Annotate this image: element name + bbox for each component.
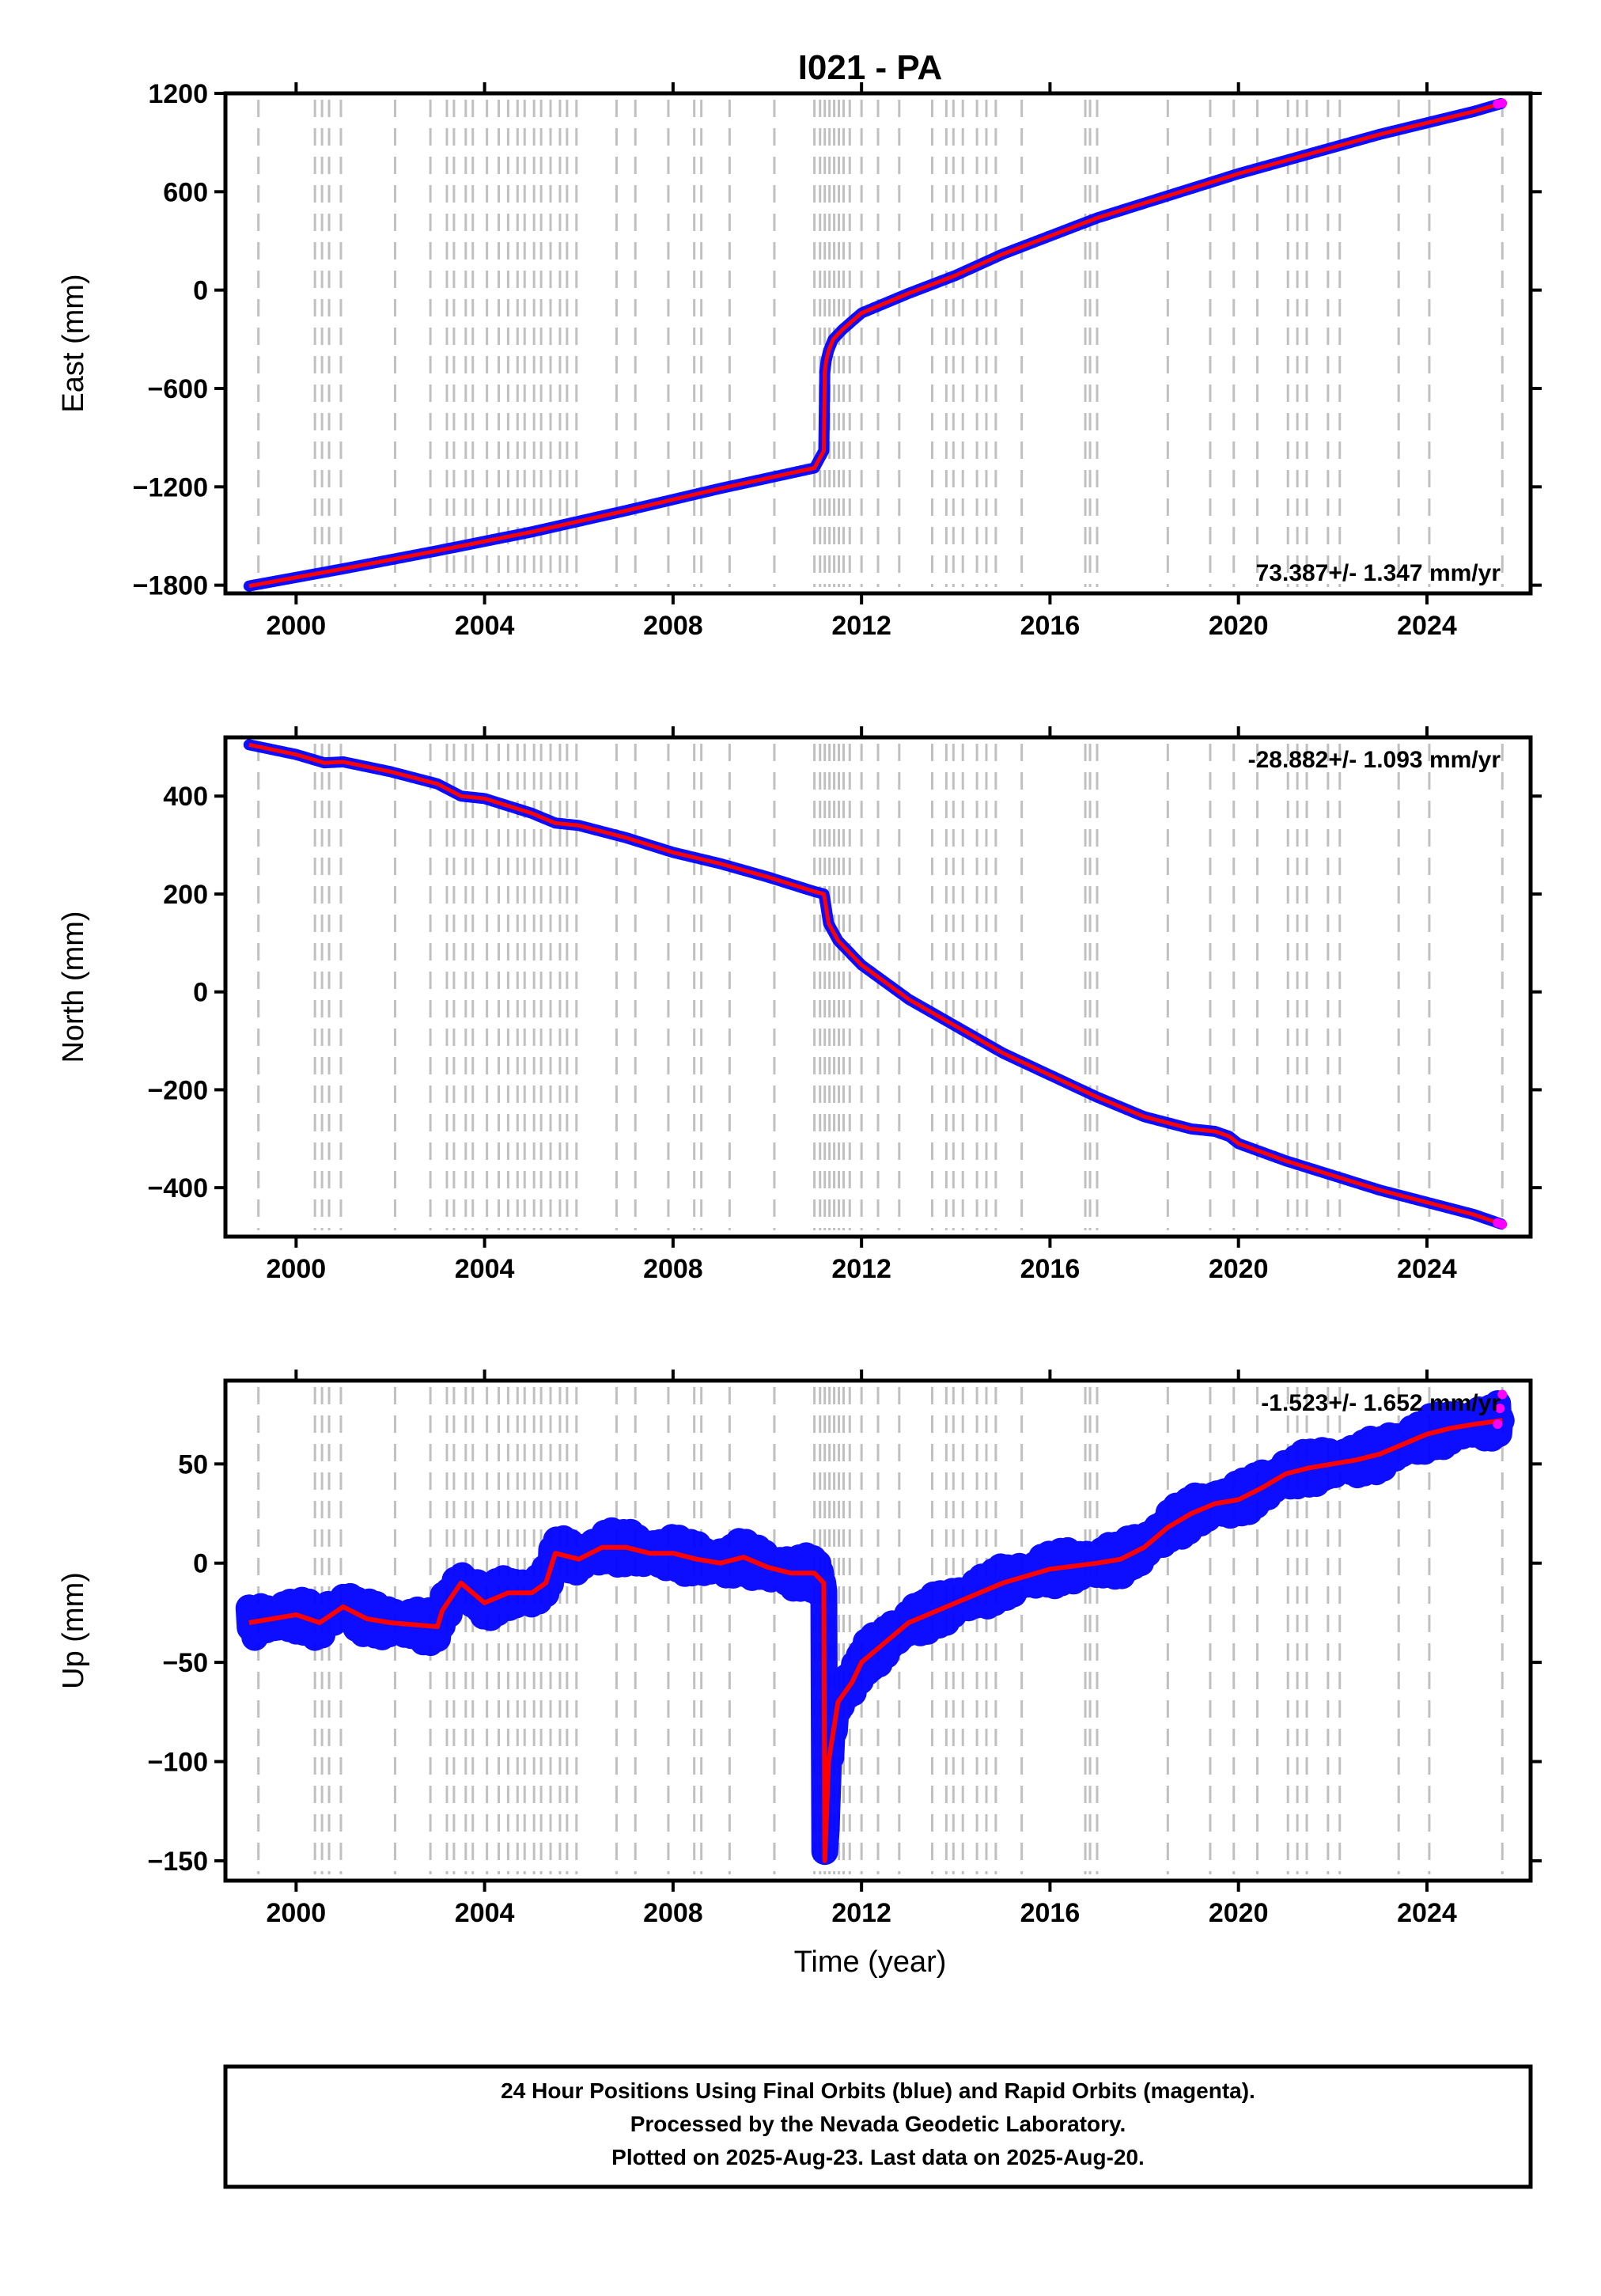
- east-plot-frame: [223, 91, 1533, 596]
- up-x-tick-label: 2000: [267, 1898, 327, 1928]
- up-x-tick-label: 2004: [455, 1898, 515, 1928]
- north-model-line: [248, 742, 1504, 1226]
- north-x-tick-label: 2016: [1020, 1254, 1081, 1284]
- north-x-tick-label: 2004: [455, 1254, 515, 1284]
- east-y-tick-label: −1800: [133, 571, 209, 601]
- east-x-tick-label: 2004: [455, 611, 515, 641]
- east-rapid-orbit-point: [1497, 98, 1508, 108]
- east-x-tick-label: 2016: [1020, 611, 1081, 641]
- up-rapid-orbit-point: [1495, 1404, 1505, 1414]
- up-y-tick-label: −150: [147, 1847, 208, 1877]
- footer-line-3: Plotted on 2025-Aug-23. Last data on 202…: [611, 2145, 1145, 2169]
- up-y-tick-label: −100: [147, 1748, 208, 1778]
- up-x-tick-label: 2012: [831, 1898, 891, 1928]
- east-x-tick-label: 2020: [1209, 611, 1269, 641]
- chart-title: I021 - PA: [798, 48, 943, 87]
- north-y-tick-label: −200: [147, 1075, 208, 1105]
- up-y-tick-label: −50: [162, 1648, 208, 1678]
- up-model-line: [248, 1418, 1503, 1863]
- north-y-tick-label: 200: [163, 880, 208, 910]
- east-y-tick-label: −600: [147, 374, 208, 404]
- up-y-tick-label: 0: [193, 1549, 208, 1579]
- north-x-tick-label: 2000: [267, 1254, 327, 1284]
- north-y-tick-label: 0: [193, 978, 208, 1008]
- north-y-tick-label: 400: [163, 782, 208, 812]
- north-x-tick-label: 2012: [831, 1254, 891, 1284]
- up-panel: 50 0 −50 −100 −150 2000 2004 2008 2012 2016 2020 20…: [57, 1370, 1542, 1928]
- footer-line-1: 24 Hour Positions Using Final Orbits (bl…: [501, 2078, 1255, 2103]
- north-x-tick-label: 2008: [643, 1254, 703, 1284]
- x-axis-label: Time (year): [794, 1946, 947, 1979]
- up-rate-label: -1.523+/- 1.652 mm/yr: [1261, 1390, 1501, 1416]
- up-x-tick-label: 2020: [1209, 1898, 1269, 1928]
- up-x-tick-label: 2016: [1020, 1898, 1081, 1928]
- east-final-orbit-series: [243, 97, 1507, 592]
- east-model-line: [248, 100, 1503, 589]
- east-panel: 1200 600 0 −600 −1200 −1800 2000 2004 2008 2012 20…: [57, 79, 1542, 641]
- footer-line-2: Processed by the Nevada Geodetic Laborat…: [630, 2112, 1126, 2136]
- north-rapid-orbit-point: [1497, 1219, 1508, 1229]
- east-y-tick-label: 600: [163, 177, 208, 207]
- up-rapid-orbit-point: [1497, 1389, 1508, 1400]
- east-x-tick-label: 2012: [831, 611, 891, 641]
- up-y-axis-label: Up (mm): [57, 1572, 90, 1689]
- north-plot-frame: [223, 735, 1533, 1239]
- east-y-tick-label: 0: [193, 276, 208, 306]
- east-y-tick-label: 1200: [148, 79, 208, 109]
- north-y-axis-label: North (mm): [57, 911, 90, 1063]
- east-rate-label: 73.387+/- 1.347 mm/yr: [1256, 560, 1501, 586]
- north-x-tick-label: 2020: [1209, 1254, 1269, 1284]
- east-x-tick-label: 2008: [643, 611, 703, 641]
- up-rapid-orbit-point: [1493, 1419, 1503, 1430]
- up-x-tick-label: 2008: [643, 1898, 703, 1928]
- north-rate-label: -28.882+/- 1.093 mm/yr: [1248, 747, 1501, 773]
- up-x-tick-label: 2024: [1397, 1898, 1457, 1928]
- north-y-tick-label: −400: [147, 1173, 208, 1203]
- east-y-axis-label: East (mm): [57, 274, 90, 412]
- east-x-tick-label: 2024: [1397, 611, 1457, 641]
- up-y-tick-label: 50: [178, 1449, 208, 1480]
- footer-box: 24 Hour Positions Using Final Orbits (bl…: [223, 2064, 1533, 2189]
- up-plot-frame: [223, 1378, 1533, 1883]
- north-final-orbit-series: [243, 739, 1507, 1229]
- north-x-tick-label: 2024: [1397, 1254, 1457, 1284]
- east-x-tick-label: 2000: [267, 611, 327, 641]
- east-y-tick-label: −1200: [133, 472, 209, 502]
